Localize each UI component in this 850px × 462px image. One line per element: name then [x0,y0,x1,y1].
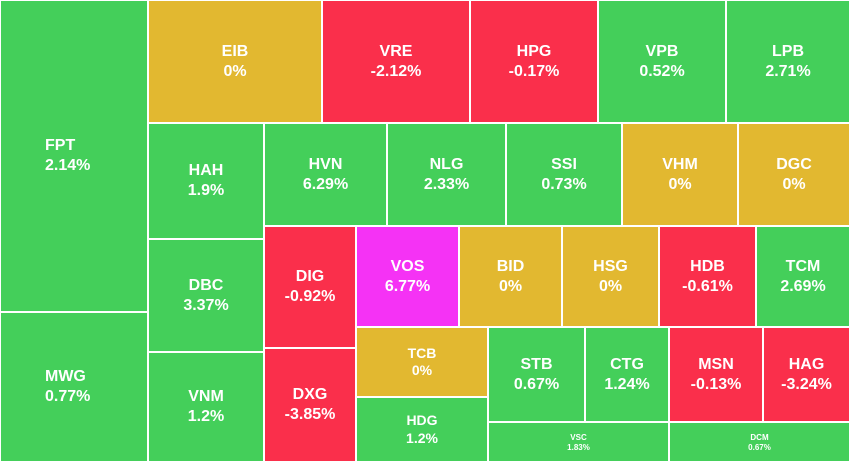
change-label: 2.71% [765,62,811,80]
treemap-tile-dbc[interactable]: DBC 3.37% [148,239,264,352]
treemap-tile-eib[interactable]: EIB 0% [148,0,322,123]
ticker-label: DGC [776,155,812,173]
change-label: -0.13% [690,375,742,393]
treemap-tile-dgc[interactable]: DGC 0% [738,123,850,226]
change-label: 0.67% [748,443,771,453]
ticker-label: VHM [662,155,698,173]
ticker-label: SSI [551,155,577,173]
ticker-label: VOS [390,257,425,275]
ticker-label: DCM [750,433,769,442]
treemap-tile-hag[interactable]: HAG -3.24% [763,327,850,422]
treemap-tile-mwg[interactable]: MWG 0.77% [0,312,148,462]
treemap-tile-hvn[interactable]: HVN 6.29% [264,123,387,226]
change-label: -2.12% [370,62,422,80]
treemap-tile-dig[interactable]: DIG -0.92% [264,226,356,348]
treemap-tile-vhm[interactable]: VHM 0% [622,123,738,226]
change-label: -3.24% [781,375,832,393]
treemap-tile-hdg[interactable]: HDG 1.2% [356,397,488,462]
ticker-label: MWG [45,368,86,385]
change-label: 2.33% [423,175,470,193]
treemap-tile-hah[interactable]: HAH 1.9% [148,123,264,239]
ticker-label: DBC [188,276,224,294]
change-label: 0.52% [639,62,685,80]
treemap-tile-vre[interactable]: VRE -2.12% [322,0,470,123]
treemap-tile-hsg[interactable]: HSG 0% [562,226,659,327]
change-label: 0% [223,62,247,80]
ticker-label: FPT [45,137,76,154]
treemap-tile-fpt[interactable]: FPT 2.14% [0,0,148,312]
change-label: -0.61% [682,277,733,295]
ticker-label: TCM [785,257,821,275]
change-label: 3.37% [183,296,229,314]
ticker-label: STB [520,355,553,373]
treemap-tile-dxg[interactable]: DXG -3.85% [264,348,356,462]
change-label: 0.77% [45,388,91,405]
change-label: -0.17% [508,62,560,80]
change-label: 1.24% [604,375,650,393]
treemap-tile-lpb[interactable]: LPB 2.71% [726,0,850,123]
ticker-label: HPG [516,42,552,60]
treemap-tile-hpg[interactable]: HPG -0.17% [470,0,598,123]
change-label: 6.77% [384,277,431,295]
treemap-tile-vpb[interactable]: VPB 0.52% [598,0,726,123]
treemap-tile-msn[interactable]: MSN -0.13% [669,327,763,422]
treemap-tile-vos[interactable]: VOS 6.77% [356,226,459,327]
treemap-tile-nlg[interactable]: NLG 2.33% [387,123,506,226]
ticker-label: HAH [188,162,224,179]
change-label: 1.2% [187,408,225,425]
ticker-label: HDB [690,257,725,275]
ticker-label: HDG [406,412,438,428]
change-label: 0% [498,277,523,295]
change-label: 1.2% [406,429,438,446]
ticker-label: DXG [292,386,328,403]
ticker-label: EIB [221,42,249,60]
change-label: 0.73% [541,175,587,193]
change-label: 2.14% [45,157,91,174]
treemap-tile-tcm[interactable]: TCM 2.69% [756,226,850,327]
treemap-tile-ctg[interactable]: CTG 1.24% [585,327,669,422]
change-label: 6.29% [302,175,349,193]
ticker-label: TCB [407,344,437,361]
ticker-label: VSC [570,433,587,442]
change-label: 0% [411,362,433,378]
change-label: 1.9% [187,182,225,199]
change-label: -3.85% [284,406,336,423]
treemap-tile-hdb[interactable]: HDB -0.61% [659,226,756,327]
ticker-label: DIG [295,268,325,285]
change-label: 1.83% [567,443,590,453]
ticker-label: NLG [429,155,464,173]
change-label: 0% [668,175,692,193]
ticker-label: BID [496,257,525,275]
ticker-label: HAG [788,355,825,373]
ticker-label: VPB [645,42,679,60]
change-label: 0.67% [513,375,560,393]
change-label: -0.92% [284,288,336,305]
treemap-tile-vsc[interactable]: VSC 1.83% [488,422,669,462]
treemap-tile-dcm[interactable]: DCM 0.67% [669,422,850,462]
treemap-tile-ssi[interactable]: SSI 0.73% [506,123,622,226]
ticker-label: MSN [698,355,734,373]
ticker-label: VNM [188,388,224,405]
ticker-label: HSG [593,257,628,275]
ticker-label: HVN [308,155,343,173]
change-label: 0% [782,175,806,193]
ticker-label: LPB [772,42,804,60]
treemap-tile-stb[interactable]: STB 0.67% [488,327,585,422]
change-label: 0% [598,277,623,295]
treemap-tile-bid[interactable]: BID 0% [459,226,562,327]
ticker-label: VRE [379,42,413,60]
treemap-tile-tcb[interactable]: TCB 0% [356,327,488,397]
change-label: 2.69% [780,277,826,295]
treemap-tile-vnm[interactable]: VNM 1.2% [148,352,264,462]
ticker-label: CTG [610,355,644,373]
